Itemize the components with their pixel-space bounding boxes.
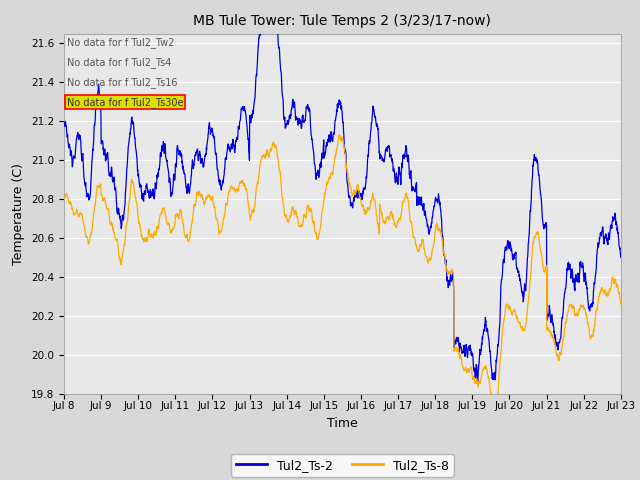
Text: No data for f Tul2_Ts16: No data for f Tul2_Ts16: [67, 77, 177, 88]
Text: No data for f Tul2_Tw2: No data for f Tul2_Tw2: [67, 37, 174, 48]
Title: MB Tule Tower: Tule Temps 2 (3/23/17-now): MB Tule Tower: Tule Temps 2 (3/23/17-now…: [193, 14, 492, 28]
X-axis label: Time: Time: [327, 417, 358, 430]
Text: No data for f Tul2_Ts30e: No data for f Tul2_Ts30e: [67, 96, 183, 108]
Legend: Tul2_Ts-2, Tul2_Ts-8: Tul2_Ts-2, Tul2_Ts-8: [231, 454, 454, 477]
Text: No data for f Tul2_Ts4: No data for f Tul2_Ts4: [67, 57, 171, 68]
Y-axis label: Temperature (C): Temperature (C): [12, 163, 26, 264]
